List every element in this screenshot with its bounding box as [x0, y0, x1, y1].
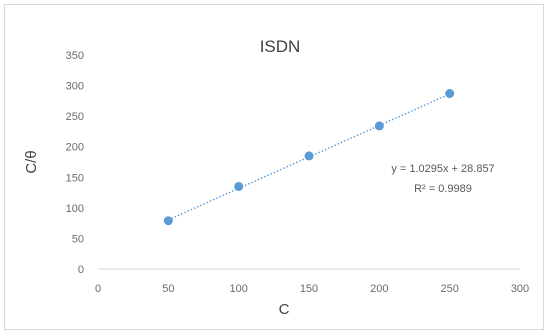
x-tick-label: 250 — [440, 283, 458, 295]
trendline-equation: y = 1.0295x + 28.857 — [391, 163, 494, 175]
chart-title: ISDN — [260, 37, 301, 56]
y-tick-label: 100 — [66, 203, 84, 215]
scatter-chart: ISDN C C/θ 0 50 100 150 200 250 300 350 0 50 100 1… — [23, 37, 529, 318]
x-tick-label: 150 — [300, 283, 318, 295]
data-point — [374, 121, 384, 131]
y-tick-label: 250 — [66, 111, 84, 123]
y-tick-label: 300 — [66, 81, 84, 93]
y-tick-label: 50 — [72, 233, 84, 245]
data-point — [163, 216, 173, 226]
x-tick-label: 0 — [95, 283, 101, 295]
x-tick-label: 200 — [370, 283, 388, 295]
data-point — [234, 181, 244, 191]
y-tick-label: 150 — [66, 172, 84, 184]
data-point — [445, 89, 455, 99]
x-tick-label: 300 — [511, 283, 529, 295]
y-axis-label: C/θ — [23, 150, 40, 173]
y-tick-label: 350 — [66, 50, 84, 62]
y-tick-label: 0 — [78, 264, 84, 276]
data-point — [304, 151, 314, 161]
chart-frame: ISDN C C/θ 0 50 100 150 200 250 300 350 0 50 100 1… — [4, 4, 544, 330]
trendline-r-squared: R² = 0.9989 — [414, 183, 472, 195]
y-tick-label: 200 — [66, 142, 84, 154]
x-axis-label: C — [279, 301, 290, 318]
x-tick-label: 50 — [162, 283, 174, 295]
x-tick-label: 100 — [229, 283, 247, 295]
